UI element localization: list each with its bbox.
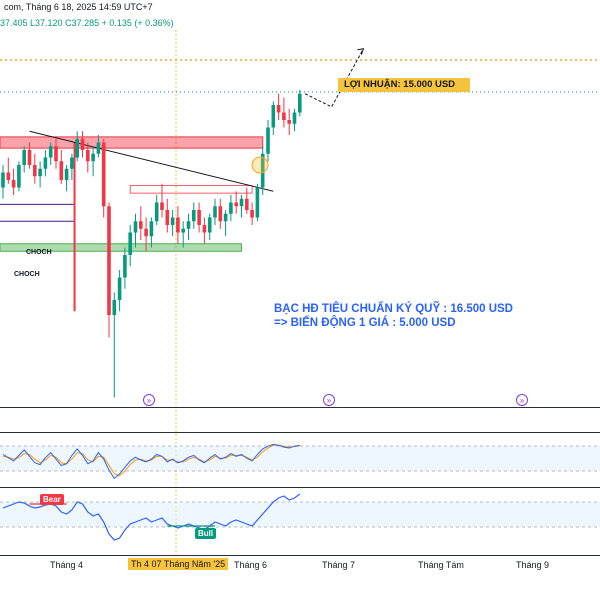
x-tick-label: Tháng 7	[322, 560, 356, 570]
candle-body	[123, 255, 127, 278]
candle-body	[6, 172, 11, 180]
x-tick-label-highlight: Th 4 07 Tháng Năm '25	[128, 558, 229, 570]
candle-body	[160, 202, 164, 210]
trend-band	[0, 502, 600, 527]
candle-body	[250, 210, 254, 218]
bear-tag: Bear	[40, 494, 64, 505]
candle-body	[223, 213, 228, 222]
candle-body	[144, 228, 148, 237]
candle-body	[282, 112, 286, 120]
choch-label-1: CHOCH	[26, 249, 52, 256]
candle-body	[218, 206, 223, 222]
candle-body	[181, 228, 185, 233]
candle-body	[213, 206, 217, 218]
candle-body	[54, 146, 58, 162]
candle-body	[80, 138, 85, 150]
candle-body	[207, 217, 212, 233]
fast-forward-icon[interactable]: »	[516, 394, 528, 406]
candle-body	[27, 150, 32, 165]
bull-tag: Bull	[195, 528, 217, 539]
candle-body	[101, 142, 106, 207]
trendline	[29, 130, 274, 192]
oscillator-slow-line	[2, 444, 300, 477]
candle-body	[133, 221, 138, 233]
candle-body	[276, 105, 281, 113]
x-tick-label: Tháng 6	[234, 560, 268, 570]
candle-body	[255, 187, 260, 218]
pane-separator[interactable]	[0, 407, 600, 408]
candle-body	[271, 105, 276, 128]
candle-body	[260, 153, 265, 188]
candle-body	[292, 112, 297, 124]
resistance-zone	[0, 136, 264, 149]
candle-body	[117, 277, 122, 300]
candle-body	[154, 202, 159, 222]
candle-body	[107, 206, 111, 315]
header-ohlc: 37.405 L37.120 C37.285 + 0.135 (+ 0.36%)	[0, 18, 174, 28]
range-box	[129, 185, 253, 194]
projection-arrow	[357, 48, 365, 55]
candle-body	[112, 300, 117, 315]
pane-separator[interactable]	[0, 555, 600, 556]
candle-body	[1, 172, 5, 188]
candle-body	[64, 168, 69, 180]
note-line-1: BẠC HĐ TIÊU CHUẨN KÝ QUỸ : 16.500 USD	[274, 303, 513, 315]
profit-label: LỢI NHUẬN: 15.000 USD	[338, 78, 470, 92]
fast-forward-icon[interactable]: »	[323, 394, 335, 406]
pane-separator[interactable]	[0, 487, 600, 488]
candle-body	[91, 153, 95, 162]
pane-separator[interactable]	[0, 432, 600, 433]
candle-body	[239, 198, 244, 207]
candle-body	[287, 120, 291, 124]
chart-header: com, Tháng 6 18, 2025 14:59 UTC+7 37.405…	[0, 0, 600, 30]
choch-label-2: CHOCH	[14, 271, 40, 278]
candle-body	[48, 146, 53, 158]
support-zone	[0, 243, 242, 252]
candle-body	[229, 202, 233, 214]
breakout-marker	[251, 156, 269, 174]
x-tick-label: Tháng 9	[516, 560, 550, 570]
candle-body	[197, 210, 201, 225]
candle-body	[165, 210, 170, 225]
candle-body	[128, 232, 132, 255]
candle-body	[17, 165, 21, 188]
candle-body	[234, 202, 238, 207]
candle-body	[33, 165, 37, 177]
candle-body	[86, 150, 90, 162]
x-tick-label: Tháng Tám	[418, 560, 464, 570]
candle-body	[266, 127, 270, 154]
oscillator-band	[0, 446, 600, 471]
oscillator-fast-line	[2, 443, 300, 480]
candle-body	[96, 142, 101, 154]
x-axis: Tháng 4 Th 4 07 Tháng Năm '25 Tháng 6 Th…	[0, 556, 600, 572]
candle-body	[75, 138, 79, 158]
candle-body	[22, 150, 26, 165]
candle-body	[38, 168, 42, 177]
candle-body	[149, 221, 154, 237]
candle-body	[139, 221, 143, 229]
candle-body	[59, 161, 64, 180]
candle-body	[43, 157, 48, 169]
x-tick-label: Tháng 4	[50, 560, 84, 570]
candle-body	[186, 221, 191, 229]
candle-body	[202, 225, 207, 233]
header-title: com, Tháng 6 18, 2025 14:59 UTC+7	[4, 2, 153, 12]
candle-body	[245, 198, 249, 210]
note-line-2: => BIẾN ĐỘNG 1 GIÁ : 5.000 USD	[274, 317, 456, 329]
candle-body	[176, 217, 180, 233]
fast-forward-icon[interactable]: »	[143, 394, 155, 406]
candle-body	[170, 217, 175, 225]
candle-body	[11, 180, 16, 188]
candle-body	[298, 93, 302, 113]
candle-body	[70, 157, 74, 169]
candle-body	[192, 210, 196, 222]
